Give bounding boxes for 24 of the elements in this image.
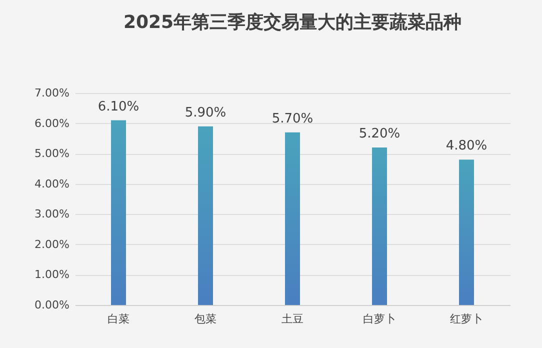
x-tick-label: 红萝卜 — [450, 312, 483, 326]
x-tick-label: 白萝卜 — [363, 312, 396, 326]
y-tick-label: 1.00% — [34, 268, 70, 282]
bar — [372, 148, 387, 305]
data-label: 6.10% — [98, 99, 140, 114]
y-tick-label: 0.00% — [34, 298, 70, 312]
data-label: 5.20% — [358, 126, 400, 142]
data-label: 5.90% — [184, 105, 226, 120]
x-tick-label: 土豆 — [282, 312, 304, 326]
x-tick-label: 包菜 — [194, 312, 216, 326]
y-tick-label: 2.00% — [34, 238, 70, 251]
bar — [459, 160, 474, 305]
bar — [111, 120, 126, 305]
y-tick-label: 5.00% — [34, 147, 70, 160]
bar — [285, 132, 300, 305]
y-tick-label: 6.00% — [34, 116, 70, 130]
x-tick-label: 白菜 — [108, 312, 130, 326]
data-label: 4.80% — [446, 138, 488, 154]
data-label: 5.70% — [272, 111, 314, 126]
y-tick-label: 3.00% — [34, 208, 70, 221]
y-tick-label: 7.00% — [34, 86, 70, 100]
chart-title: 2025年第三季度交易量大的主要蔬菜品种 — [123, 12, 462, 33]
y-tick-label: 4.00% — [34, 177, 70, 190]
bar — [198, 126, 213, 305]
